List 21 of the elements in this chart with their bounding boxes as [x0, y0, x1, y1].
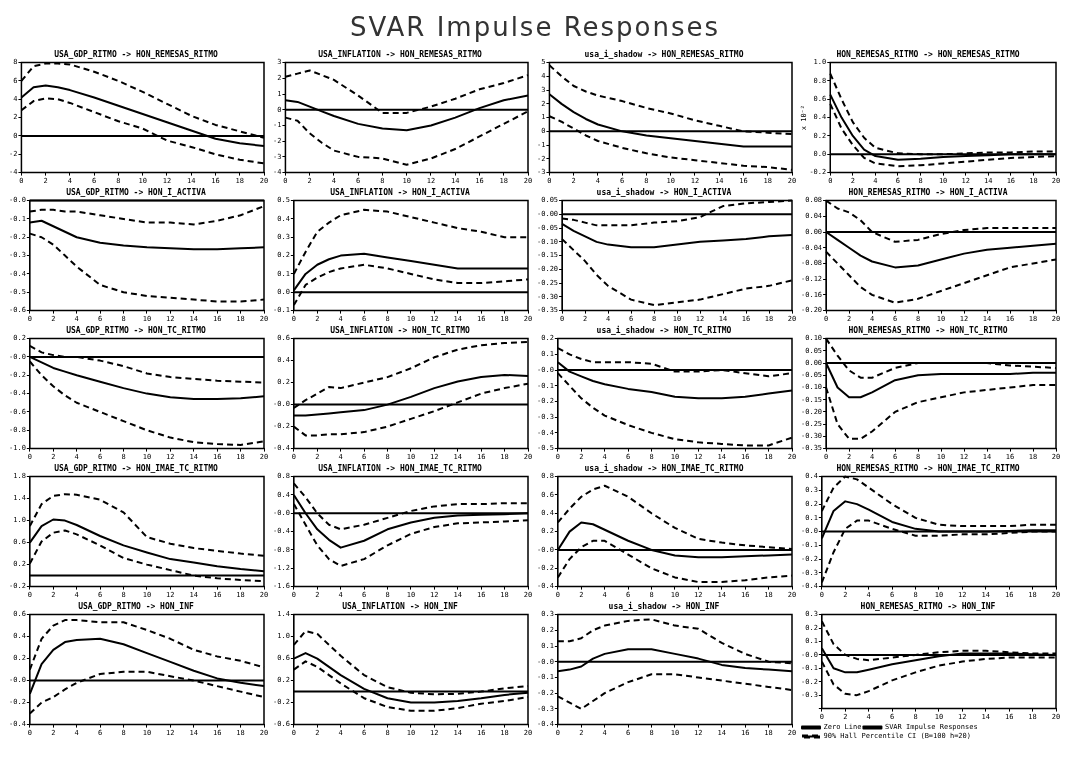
- chart-title: USA_GDP_RITMO -> HON_REMESAS_RITMO: [54, 49, 219, 59]
- chart-title: usa_i_shadow -> HON_INF: [608, 600, 720, 611]
- chart-title: HON_REMESAS_RITMO -> HON_TC_RITMO: [848, 325, 1008, 335]
- chart-title: USA_GDP_RITMO -> HON_I_ACTIVA: [66, 187, 207, 197]
- chart-title: USA_INFLATION -> HON_IMAE_TC_RITMO: [318, 463, 483, 473]
- chart-title: usa_i_shadow -> HON_TC_RITMO: [596, 324, 732, 335]
- chart-title: HON_REMESAS_RITMO -> HON_IMAE_TC_RITMO: [836, 463, 1020, 473]
- chart-title: USA_GDP_RITMO -> HON_IMAE_TC_RITMO: [54, 463, 219, 473]
- chart-title: USA_INFLATION -> HON_TC_RITMO: [330, 325, 471, 335]
- chart-title: HON_REMESAS_RITMO -> HON_REMESAS_RITMO: [836, 49, 1020, 59]
- chart-title: usa_i_shadow -> HON_IMAE_TC_RITMO: [584, 462, 744, 473]
- chart-title: USA_INFLATION -> HON_I_ACTIVA: [330, 187, 471, 197]
- chart-title: usa_i_shadow -> HON_I_ACTIVA: [596, 186, 732, 197]
- chart-title: USA_INFLATION -> HON_REMESAS_RITMO: [318, 49, 483, 59]
- chart-title: HON_REMESAS_RITMO -> HON_I_ACTIVA: [848, 187, 1008, 197]
- chart-title: USA_GDP_RITMO -> HON_INF: [78, 601, 194, 611]
- chart-title: USA_INFLATION -> HON_INF: [342, 601, 458, 611]
- chart-title: USA_GDP_RITMO -> HON_TC_RITMO: [66, 325, 207, 335]
- chart-title: HON_REMESAS_RITMO -> HON_INF: [860, 601, 996, 611]
- text: SVAR Impulse Responses: [348, 11, 722, 44]
- chart-title: usa_i_shadow -> HON_REMESAS_RITMO: [584, 48, 744, 59]
